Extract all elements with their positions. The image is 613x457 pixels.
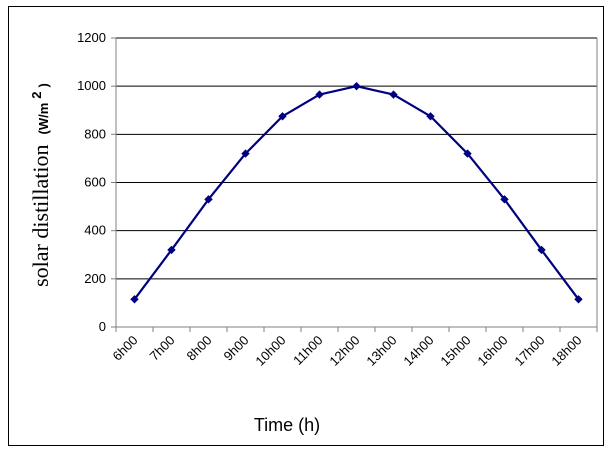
y-tick-labels: 0 200 400 600 800 1000 1200: [77, 30, 106, 334]
x-tick-label-16h00: 16h00: [474, 333, 510, 369]
y-axis-unit-close: ): [36, 83, 51, 87]
x-tick-label-15h00: 15h00: [437, 333, 473, 369]
y-tick-label-200: 200: [84, 271, 106, 286]
y-tick-label-1200: 1200: [77, 30, 106, 45]
x-tick-label-17h00: 17h00: [511, 333, 547, 369]
y-tick-label-400: 400: [84, 223, 106, 238]
y-tick-label-1000: 1000: [77, 78, 106, 93]
data-point-10h00: [278, 112, 287, 121]
data-point-7h00: [167, 245, 176, 255]
x-tick-label-18h00: 18h00: [548, 333, 584, 369]
y-axis-unit: (W/m: [36, 103, 51, 135]
series-line-layer: [133, 85, 580, 300]
data-point-15h00: [463, 149, 472, 158]
y-axis-label-text: solar distillation: [28, 144, 53, 286]
series-line-0: [133, 85, 580, 300]
x-tick-label-13h00: 13h00: [363, 333, 399, 369]
data-point-8h00: [204, 195, 213, 204]
x-tick-label-12h00: 12h00: [326, 333, 362, 369]
x-tick-label-8h00: 8h00: [184, 333, 215, 364]
axis-layer: [111, 37, 598, 332]
y-tick-label-800: 800: [84, 126, 106, 141]
x-axis-label: Time (h): [254, 415, 320, 435]
x-tick-label-11h00: 11h00: [290, 333, 325, 368]
series-marker-layer: [130, 81, 583, 304]
chart-frame: [8, 6, 604, 446]
data-point-12h00: [352, 81, 361, 91]
x-tick-label-6h00: 6h00: [110, 333, 141, 364]
x-tick-label-14h00: 14h00: [400, 333, 436, 369]
data-point-6h00: [130, 295, 139, 304]
y-axis-unit-superscript: 2: [29, 91, 44, 98]
grid-layer: [116, 37, 597, 280]
x-tick-labels: 6h00 7h00 8h00 9h00 10h00 11h00 12h00 13h00 14h0…: [110, 333, 585, 369]
data-point-18h00: [574, 295, 583, 304]
data-point-9h00: [241, 149, 250, 158]
y-tick-label-0: 0: [99, 319, 106, 334]
data-point-14h00: [426, 112, 435, 121]
x-tick-label-7h00: 7h00: [147, 333, 178, 364]
data-point-17h00: [537, 245, 546, 255]
x-tick-label-9h00: 9h00: [221, 333, 252, 364]
data-point-13h00: [389, 90, 398, 99]
data-point-16h00: [500, 195, 509, 204]
y-axis-label-group: solar distillation (W/m 2 ): [28, 83, 53, 287]
x-tick-label-10h00: 10h00: [252, 333, 288, 369]
y-axis-label: solar distillation (W/m 2 ): [28, 83, 53, 287]
y-tick-label-600: 600: [84, 175, 106, 190]
data-point-11h00: [315, 90, 324, 99]
